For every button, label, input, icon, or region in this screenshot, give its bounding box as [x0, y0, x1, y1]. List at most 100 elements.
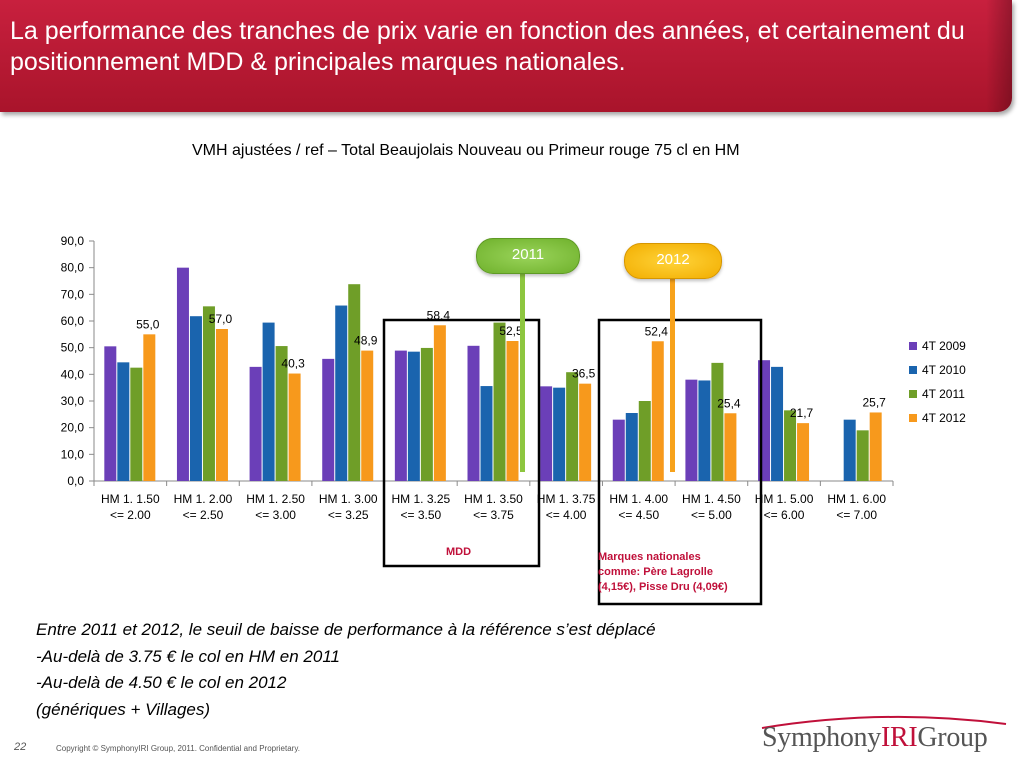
legend-swatch — [909, 342, 917, 350]
bar — [651, 341, 664, 481]
body-text: Entre 2011 et 2012, le seuil de baisse d… — [36, 617, 656, 723]
logo-arc-icon — [761, 715, 1007, 729]
mdd-highlight-box — [382, 318, 541, 568]
bar — [288, 373, 301, 481]
marques-line-3: (4,15€), Pisse Dru (4,09€) — [598, 581, 728, 593]
bar — [394, 350, 407, 481]
legend-swatch — [909, 366, 917, 374]
bar — [407, 351, 420, 481]
bar — [553, 387, 566, 481]
bar — [433, 325, 446, 481]
y-tick-label: 30,0 — [61, 394, 85, 408]
logo-iri: IRI — [880, 722, 918, 753]
bar — [262, 322, 275, 481]
x-tick-label: <= 5.00 — [691, 508, 732, 522]
y-tick-label: 10,0 — [61, 447, 85, 461]
data-label: 40,3 — [281, 357, 305, 371]
bar — [566, 372, 579, 481]
x-tick-label: HM 1. 3.00 — [319, 492, 378, 506]
marques-highlight-box — [597, 318, 763, 606]
marques-line-2: comme: Père Lagrolle — [598, 566, 713, 578]
chart-title: VMH ajustées / ref – Total Beaujolais No… — [192, 142, 740, 159]
body-line-4: (génériques + Villages) — [36, 699, 211, 719]
bar — [579, 383, 592, 481]
bar — [493, 322, 506, 481]
bar — [215, 329, 228, 481]
bubble-2012: 2012 — [624, 243, 722, 279]
mdd-label: MDD — [446, 546, 472, 558]
logo-text: SymphonyIRIGroup — [762, 722, 988, 754]
bar — [420, 347, 433, 481]
bar — [771, 366, 784, 481]
x-tick-label: HM 1. 2.50 — [246, 492, 305, 506]
bar — [856, 430, 869, 481]
y-tick-label: 20,0 — [61, 421, 85, 435]
x-tick-label: HM 1. 3.75 — [537, 492, 596, 506]
x-tick-label: HM 1. 2.00 — [174, 492, 233, 506]
bar — [480, 386, 493, 481]
bar — [638, 401, 651, 481]
bar — [784, 410, 797, 481]
y-tick-label: 0,0 — [67, 474, 84, 488]
x-tick-label: <= 6.00 — [764, 508, 805, 522]
bar — [275, 346, 288, 481]
arrow-2012-shaft — [670, 276, 675, 472]
y-tick-label: 80,0 — [61, 261, 85, 275]
bar — [249, 366, 262, 481]
bar — [202, 306, 215, 481]
body-line-2: -Au-delà de 3.75 € le col en HM en 2011 — [36, 646, 340, 666]
y-tick-label: 70,0 — [61, 287, 85, 301]
x-tick-label: <= 2.50 — [183, 508, 224, 522]
bar — [467, 345, 480, 481]
logo-symphony: Symphony — [762, 722, 881, 753]
bar — [540, 386, 553, 481]
bar — [625, 413, 638, 481]
header-shade — [986, 0, 1012, 112]
x-tick-label: <= 4.50 — [618, 508, 659, 522]
x-tick-label: <= 4.00 — [546, 508, 587, 522]
body-line-1: Entre 2011 et 2012, le seuil de baisse d… — [36, 620, 656, 639]
bubble-2011: 2011 — [476, 238, 580, 274]
data-label: 25,7 — [863, 395, 887, 409]
symphonyiri-logo: SymphonyIRIGroup — [760, 712, 1010, 762]
x-tick-label: <= 3.75 — [473, 508, 514, 522]
bar — [869, 412, 882, 481]
x-tick-label: <= 2.00 — [110, 508, 151, 522]
x-tick-label: HM 1. 3.25 — [392, 492, 451, 506]
data-label: 36,5 — [572, 367, 596, 381]
x-tick-label: HM 1. 3.50 — [464, 492, 523, 506]
bar — [189, 316, 202, 481]
y-tick-label: 90,0 — [61, 234, 85, 248]
x-tick-label: <= 3.50 — [401, 508, 442, 522]
x-tick-label: HM 1. 6.00 — [827, 492, 886, 506]
bar — [797, 423, 810, 481]
y-tick-label: 50,0 — [61, 341, 85, 355]
x-tick-label: HM 1. 4.00 — [609, 492, 668, 506]
marques-line-1: Marques nationales — [598, 551, 701, 563]
y-tick-label: 40,0 — [61, 367, 85, 381]
legend-label: 4T 2010 — [922, 363, 966, 377]
copyright: Copyright © SymphonyIRI Group, 2011. Con… — [56, 744, 300, 753]
slide-title: La performance des tranches de prix vari… — [10, 17, 965, 76]
bar — [612, 419, 625, 481]
bar — [698, 380, 711, 481]
page-number: 22 — [14, 741, 27, 753]
logo-group: Group — [917, 722, 988, 753]
legend-label: 4T 2012 — [922, 411, 966, 425]
x-tick-label: <= 3.25 — [328, 508, 369, 522]
legend-label: 4T 2011 — [922, 387, 965, 401]
y-tick-label: 60,0 — [61, 314, 85, 328]
bar — [117, 362, 130, 481]
header-banner: La performance des tranches de prix vari… — [0, 0, 1012, 112]
legend-label: 4T 2009 — [922, 339, 966, 353]
bar — [348, 284, 361, 481]
bar — [322, 358, 335, 481]
x-tick-label: HM 1. 4.50 — [682, 492, 741, 506]
x-tick-label: HM 1. 1.50 — [101, 492, 160, 506]
bar — [335, 305, 348, 481]
bar — [176, 267, 189, 481]
data-label: 57,0 — [209, 312, 233, 326]
bar — [130, 367, 143, 481]
data-label: 21,7 — [790, 406, 814, 420]
